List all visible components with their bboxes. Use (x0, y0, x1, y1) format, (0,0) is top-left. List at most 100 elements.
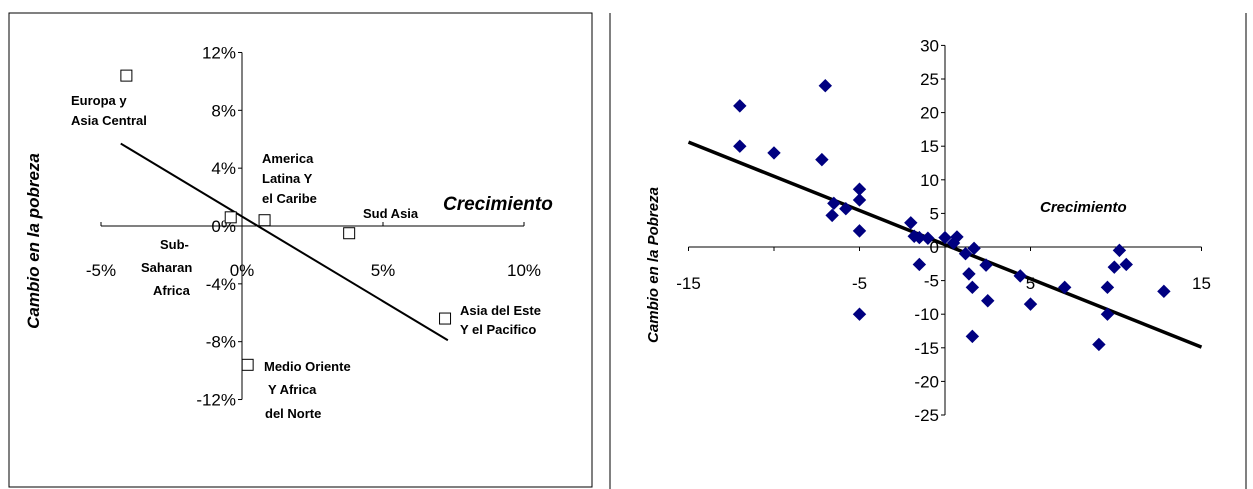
axes (688, 44, 1202, 416)
point-label-sud-asia: Sud Asia (363, 206, 419, 221)
x-axis-label: Crecimiento (443, 194, 553, 215)
data-point-diamond (1092, 337, 1106, 352)
data-point-square (241, 358, 254, 371)
point-label-line: Europa y (71, 93, 127, 108)
data-point-diamond (965, 329, 980, 344)
data-point-diamond (938, 230, 952, 245)
y-tick-label: -25 (914, 406, 939, 425)
data-point-diamond (950, 230, 964, 244)
y-tick-label: 8% (211, 101, 236, 120)
data-point-diamond (852, 224, 867, 238)
chart-panel-countries: 30 25 20 15 10 5 0 -5 -10 -15 -20 -25 -15 -5 5 15 Crec… (609, 13, 1247, 489)
data-point-diamond (852, 307, 867, 321)
point-label-asia-este: Asia del Este Y el Pacifico (460, 303, 541, 337)
data-point-diamond (1057, 280, 1072, 295)
y-tick-label: -12% (196, 391, 236, 410)
point-label-sub-saharan: Sub- Saharan Africa (141, 237, 192, 298)
y-tick-labels: 30 25 20 15 10 5 0 -5 -10 -15 -20 -25 (914, 36, 939, 425)
y-tick-label: 15 (920, 137, 939, 156)
y-tick-label: -10 (914, 305, 939, 324)
point-label-medio-oriente: Medio Oriente Y Africa del Norte (264, 359, 351, 421)
y-tick-label: 5 (930, 204, 939, 223)
x-tick-label: 5 (1026, 274, 1035, 293)
x-tick-label: 0% (230, 261, 255, 280)
data-point-diamond (958, 247, 973, 261)
y-tick-label: -15 (914, 339, 939, 358)
point-label-line: America (262, 151, 314, 166)
y-axis-label: Cambio en la pobreza (24, 153, 43, 329)
y-tick-label: -20 (914, 372, 939, 391)
y-tick-label: -8% (206, 333, 236, 352)
point-label-line: Medio Oriente (264, 359, 351, 374)
point-label-europa: Europa y Asia Central (71, 93, 147, 128)
data-point-diamond (733, 99, 747, 113)
data-point-square (439, 312, 452, 325)
point-label-line: Sub- (160, 237, 189, 252)
data-points (120, 69, 452, 371)
data-point-square (120, 69, 133, 82)
point-label-line: Y el Pacifico (460, 322, 536, 337)
x-tick-label: -15 (676, 274, 701, 293)
y-tick-label: 0 (930, 238, 939, 257)
data-point-square (224, 211, 237, 224)
data-point-diamond (767, 146, 781, 160)
point-label-america-latina: America Latina Y el Caribe (262, 151, 317, 206)
data-point-diamond (1023, 297, 1038, 311)
data-point-diamond (981, 294, 995, 308)
data-point-diamond (852, 193, 867, 207)
y-tick-label: 12% (202, 43, 236, 62)
y-tick-label: -4% (206, 275, 236, 294)
data-point-diamond (1100, 280, 1115, 295)
data-point-diamond (965, 280, 980, 295)
point-label-line: del Norte (265, 406, 321, 421)
data-points (733, 79, 1171, 352)
x-tick-label: 5% (371, 261, 396, 280)
y-tick-label: 30 (920, 36, 939, 55)
point-label-line: el Caribe (262, 191, 317, 206)
data-point-diamond (921, 231, 935, 245)
y-axis-label: Cambio en la Pobreza (645, 187, 662, 343)
data-point-diamond (1157, 284, 1171, 299)
data-point-diamond (912, 257, 927, 272)
y-tick-label: 10 (920, 171, 939, 190)
data-point-diamond (839, 201, 853, 216)
data-point-diamond (979, 258, 993, 272)
x-tick-label: 10% (507, 261, 541, 280)
y-tick-label: 4% (211, 159, 236, 178)
panel-frame (8, 12, 593, 488)
x-tick-label: -5% (86, 261, 116, 280)
x-axis-label: Crecimiento (1040, 199, 1127, 216)
data-point-diamond (904, 216, 918, 230)
data-point-diamond (815, 152, 829, 167)
axes (100, 51, 525, 401)
data-point-diamond (818, 79, 833, 93)
data-point-diamond (967, 241, 981, 256)
y-tick-label: 25 (920, 70, 939, 89)
data-point-diamond (1100, 307, 1115, 321)
data-point-diamond (825, 208, 839, 223)
data-point-diamond (827, 196, 841, 211)
point-label-line: Asia Central (71, 113, 147, 128)
point-label-line: Africa (153, 283, 191, 298)
data-point-diamond (1013, 269, 1027, 283)
point-label-line: Asia del Este (460, 303, 541, 318)
x-tick-label: 15 (1192, 274, 1211, 293)
data-point-square (258, 214, 271, 227)
data-point-diamond (912, 230, 927, 245)
data-point-diamond (1119, 257, 1133, 272)
y-tick-label: 20 (920, 104, 939, 123)
data-point-diamond (733, 139, 747, 153)
point-label-line: Saharan (141, 260, 192, 275)
data-point-square (343, 227, 356, 240)
data-point-diamond (1112, 243, 1127, 258)
y-tick-label: -5 (924, 272, 939, 291)
point-label-line: Y Africa (268, 382, 317, 397)
y-tick-labels: 12%8%4%0%-4%-8%-12% (196, 43, 236, 409)
trendline (120, 142, 449, 342)
x-tick-label: -5 (852, 274, 867, 293)
trendline (687, 140, 1203, 349)
data-point-diamond (1107, 260, 1121, 274)
x-tick-labels: -5% 0% 5% 10% (86, 261, 541, 280)
data-point-diamond (962, 267, 976, 281)
